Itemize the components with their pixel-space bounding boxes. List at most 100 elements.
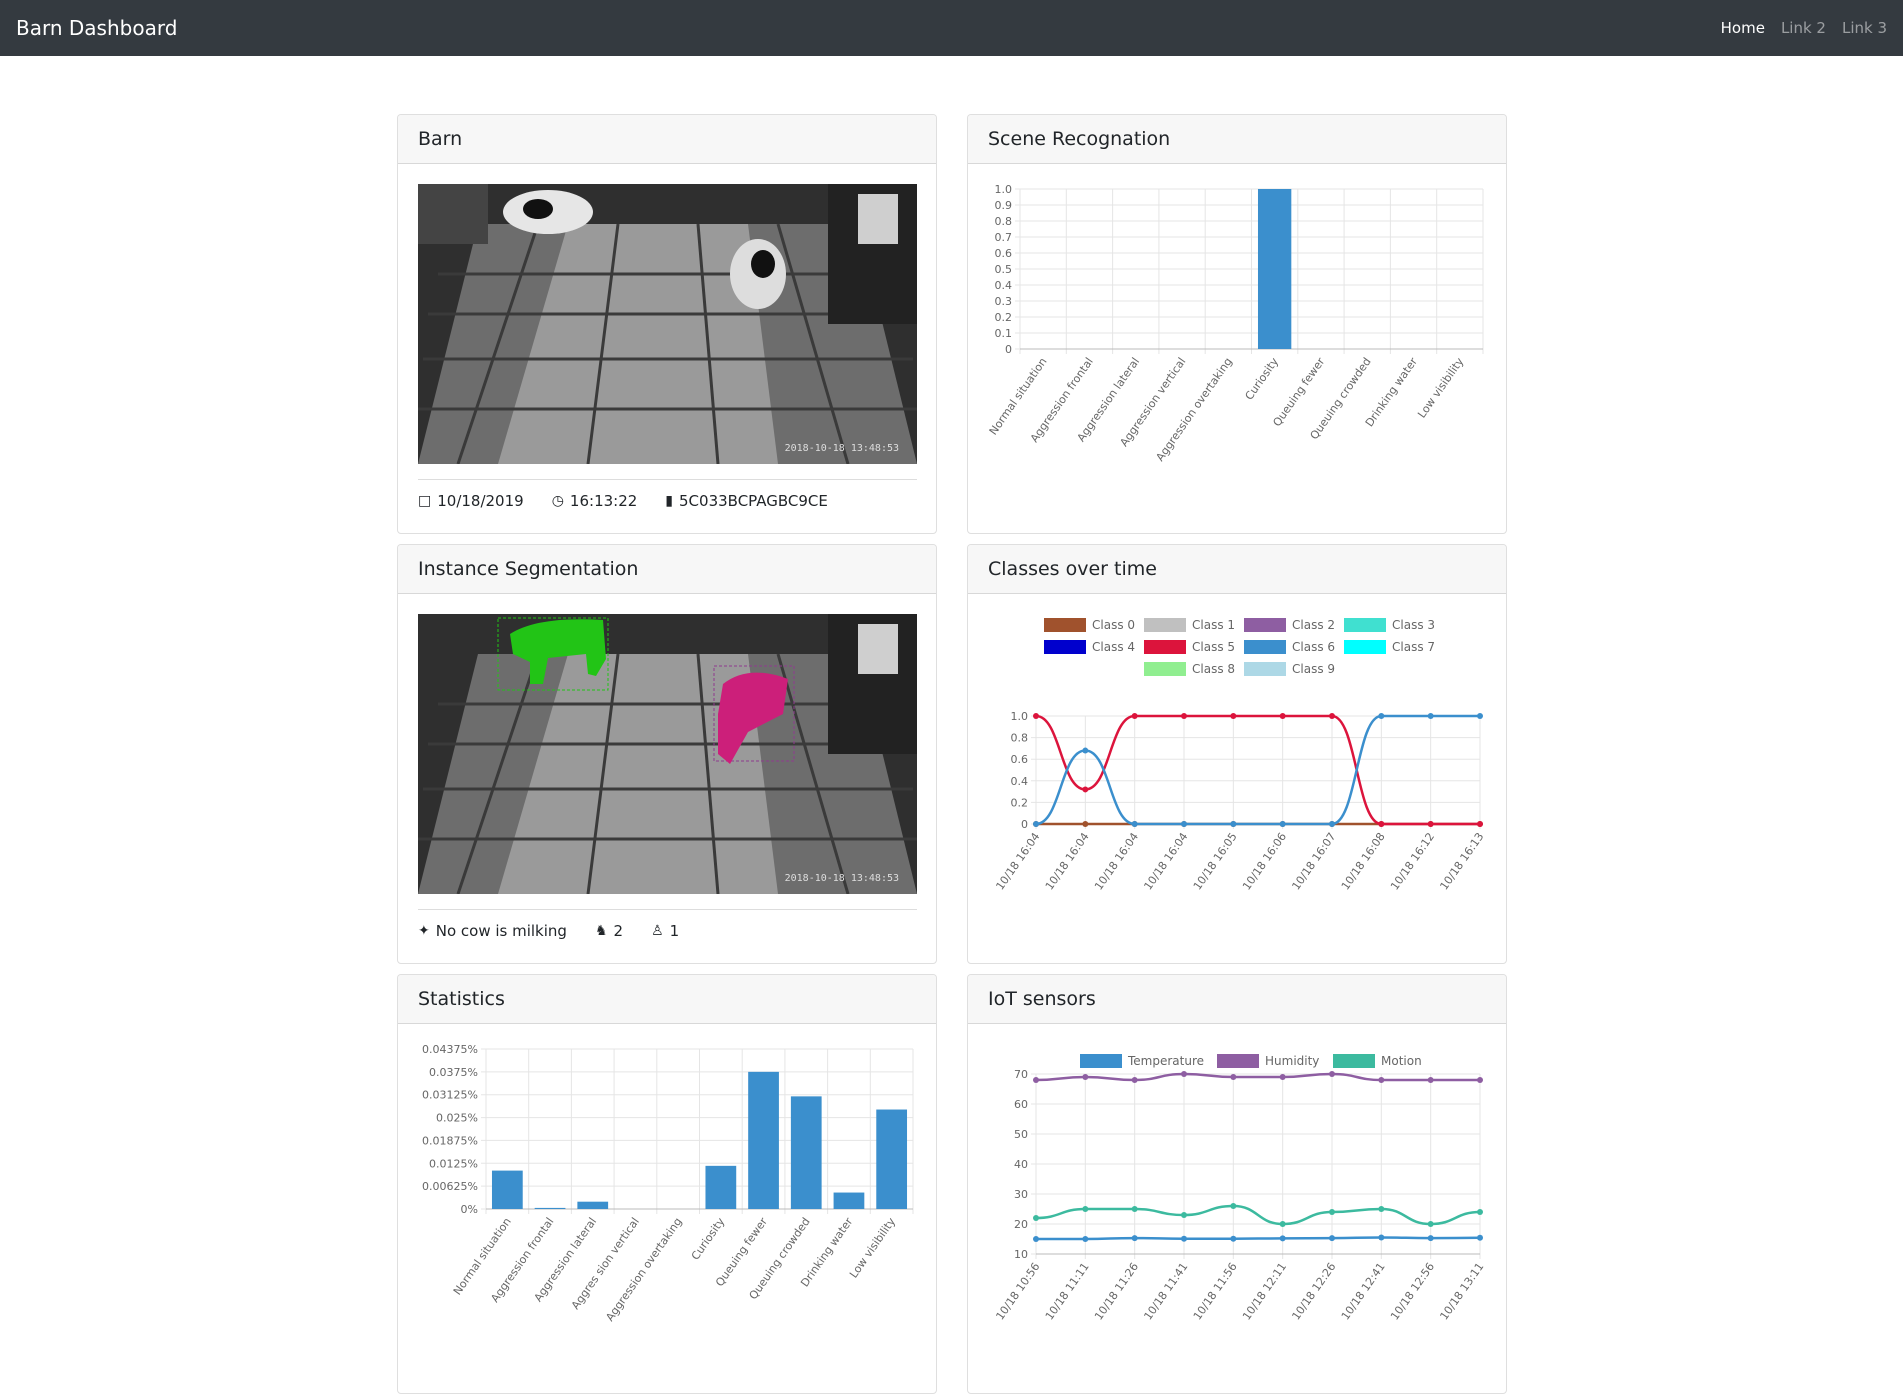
data-point (1082, 1236, 1089, 1242)
milk-bottle-icon: ✦ (418, 923, 430, 939)
bar (577, 1201, 609, 1209)
x-tick-label: 10/18 11:41 (1141, 1260, 1190, 1322)
x-tick-label: Low visibility (1415, 355, 1466, 421)
legend-label: Class 2 (1292, 618, 1335, 632)
y-tick-label: 0.01875% (422, 1134, 478, 1147)
legend-swatch (1244, 618, 1286, 632)
data-point (1082, 1074, 1089, 1080)
data-point (1279, 1235, 1286, 1242)
legend-swatch (1244, 662, 1286, 676)
legend-swatch (1333, 1054, 1375, 1068)
x-tick-label: Drinking water (1363, 355, 1421, 429)
segmentation-meta-row: ✦ No cow is milking ♞ 2 ♙ 1 (418, 909, 917, 940)
cow-count: 2 (613, 922, 624, 940)
data-point (1131, 1235, 1138, 1242)
data-point (1230, 713, 1237, 719)
data-point (1033, 1215, 1039, 1221)
series-line (1035, 714, 1480, 826)
data-point (1427, 821, 1434, 827)
statistics-card-title: Statistics (398, 975, 936, 1024)
classes-line-chart: 00.20.40.60.81.010/18 16:04 10/18 16:04 10… (993, 618, 1486, 893)
y-tick-label: 0.5 (995, 263, 1013, 276)
y-tick-label: 0.0125% (429, 1157, 478, 1170)
legend-swatch (1144, 662, 1186, 676)
data-point (1082, 747, 1089, 754)
y-tick-label: 0.4 (995, 279, 1013, 292)
legend-label: Class 1 (1192, 618, 1235, 632)
series-line (1035, 1204, 1481, 1226)
iot-card: IoT sensors 10 20 30 40 50 60 70 10/18 10:56 10/… (967, 974, 1507, 1394)
data-point (1477, 821, 1483, 827)
x-tick-label: 10/18 12:56 (1388, 1260, 1437, 1322)
x-tick-label: 10/18 11:56 (1191, 1260, 1240, 1322)
y-tick-label: 0.2 (995, 311, 1013, 324)
x-tick-label: 10/18 16:08 (1339, 830, 1388, 892)
legend-label: Class 6 (1292, 640, 1335, 654)
cow-count-item: ♞ 2 (595, 922, 623, 940)
y-tick-label: 0.2 (1011, 796, 1029, 809)
segmentation-card-title: Instance Segmentation (398, 545, 936, 594)
data-point (1082, 786, 1089, 793)
legend-swatch (1344, 640, 1386, 654)
data-point (1477, 1209, 1483, 1215)
statistics-card: Statistics 0% 0.00625% 0.0125% 0.01875% 0.02… (397, 974, 937, 1394)
time-item: ◷ 16:13:22 (552, 492, 638, 510)
barn-date: 10/18/2019 (437, 492, 524, 510)
x-tick-label: 10/18 16:05 (1191, 830, 1240, 892)
x-tick-label: 10/18 16:04 (993, 830, 1042, 892)
y-tick-label: 0.9 (995, 199, 1013, 212)
data-point (1230, 1235, 1237, 1242)
data-point (1230, 821, 1237, 827)
data-point (1279, 713, 1286, 719)
legend-label: Class 8 (1192, 662, 1235, 676)
data-point (1378, 713, 1385, 719)
legend-label: Class 9 (1292, 662, 1335, 676)
x-tick-label: 10/18 16:04 (1092, 830, 1141, 892)
data-point (1378, 1206, 1385, 1212)
x-tick-label: 10/18 16:13 (1437, 830, 1486, 892)
data-point (1131, 713, 1138, 719)
legend-swatch (1244, 640, 1286, 654)
nav-link-2[interactable]: Link 2 (1780, 19, 1826, 37)
y-tick-label: 0.3 (995, 295, 1013, 308)
data-point (1181, 1071, 1187, 1077)
nav-link-3[interactable]: Link 3 (1841, 19, 1887, 37)
y-tick-label: 0 (1005, 343, 1012, 356)
barn-card-title: Barn (398, 115, 936, 164)
y-tick-label: 0.03125% (422, 1089, 478, 1102)
legend-swatch (1344, 618, 1386, 632)
data-point (1279, 1221, 1286, 1227)
y-tick-label: 0.0375% (429, 1066, 478, 1079)
calendar-icon: □ (418, 493, 432, 509)
y-tick-label: 0.8 (1011, 732, 1029, 745)
bar (876, 1109, 908, 1209)
y-tick-label: 0.025% (436, 1112, 478, 1125)
y-tick-label: 0.7 (995, 231, 1013, 244)
data-point (1329, 1071, 1335, 1077)
segmentation-camera-image: 2018-10-18 13:48:53 (418, 614, 917, 894)
iot-card-title: IoT sensors (968, 975, 1506, 1024)
brand-title[interactable]: Barn Dashboard (16, 16, 178, 40)
classes-card-title: Classes over time (968, 545, 1506, 594)
scene-card: Scene Recognation 0 0.1 0.2 0.3 0.4 0.5 0.6 0.7… (967, 114, 1507, 534)
x-tick-label: 10/18 12:11 (1240, 1260, 1289, 1322)
legend-label: Motion (1381, 1054, 1422, 1068)
x-tick-label: Curiosity (1243, 355, 1282, 403)
legend-label: Temperature (1127, 1054, 1204, 1068)
x-tick-label: 10/18 12:41 (1339, 1260, 1388, 1322)
x-tick-label: 10/18 16:12 (1388, 830, 1437, 892)
data-point (1378, 821, 1385, 827)
data-point (1230, 1074, 1237, 1080)
legend-label: Class 3 (1392, 618, 1435, 632)
x-tick-label: Curiosity (689, 1215, 728, 1263)
data-point (1477, 713, 1483, 719)
nav-link-home[interactable]: Home (1720, 19, 1765, 37)
data-point (1477, 1234, 1483, 1241)
cow-mask-1 (510, 619, 606, 684)
y-tick-label: 60 (1014, 1098, 1028, 1111)
x-tick-label: 10/18 11:11 (1043, 1260, 1092, 1322)
y-tick-label: 0.8 (995, 215, 1013, 228)
y-tick-label: 10 (1014, 1248, 1028, 1261)
x-tick-label: 10/18 16:07 (1289, 830, 1338, 892)
